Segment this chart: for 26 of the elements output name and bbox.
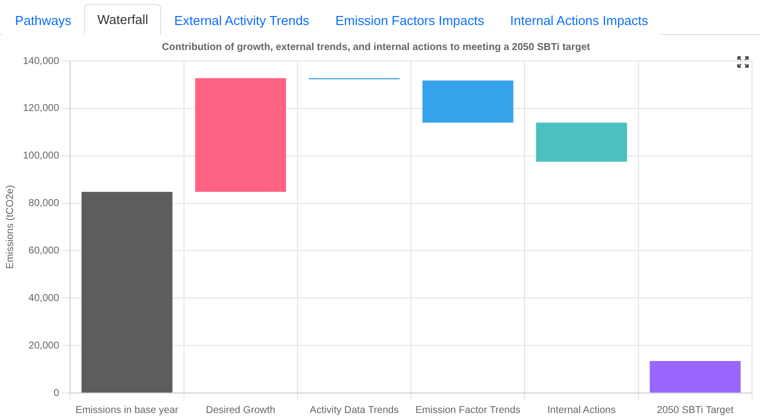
bar	[536, 122, 627, 162]
y-tick-label: 40,000	[28, 292, 60, 304]
x-tick-label: 2050 SBTi Target	[656, 404, 734, 416]
x-tick-label: Emissions in base year	[76, 404, 180, 416]
y-tick-label: 120,000	[22, 103, 60, 114]
y-tick-label: 80,000	[28, 198, 60, 210]
text: Pathways	[2, 5, 84, 35]
y-tick-label: 140,000	[22, 56, 60, 67]
chart-title: Contribution of growth, external trends, and internal actions to meeting a 2050 SBTi target	[162, 42, 591, 53]
y-tick-label: 100,000	[22, 150, 60, 162]
x-tick-label: Internal Actions	[547, 404, 616, 416]
y-tick-label: 60,000	[28, 245, 60, 256]
x-tick-label: Desired Growth	[206, 404, 276, 416]
bar	[650, 360, 741, 392]
bar	[82, 192, 172, 392]
text: External Activity Trends	[161, 5, 322, 35]
y-tick-label: 0	[54, 388, 60, 399]
bar	[195, 78, 286, 192]
text: Emission Factors Impacts	[322, 5, 498, 35]
y-tick-label: 20,000	[28, 340, 60, 352]
y-axis-title: Emissions (tCO2e)	[4, 185, 16, 269]
bar	[422, 80, 514, 123]
text: Waterfall	[84, 4, 162, 35]
x-tick-label: Activity Data Trends	[310, 404, 399, 416]
x-tick-label: Emission Factor Trends	[415, 404, 520, 416]
text: Internal Actions Impacts	[497, 5, 662, 35]
